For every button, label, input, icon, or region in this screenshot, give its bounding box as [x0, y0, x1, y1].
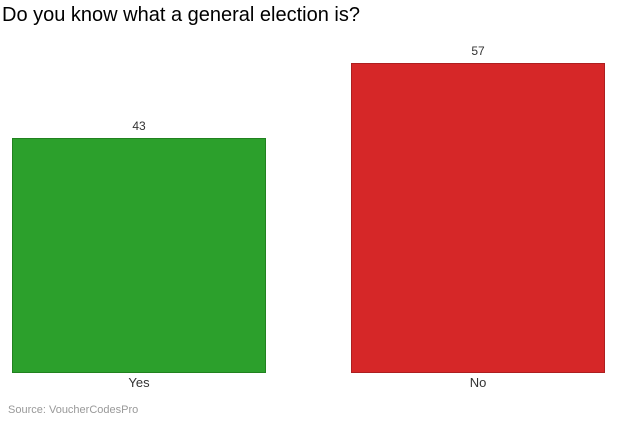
bar-yes	[12, 138, 266, 373]
bar-group-no: 57 No	[351, 44, 605, 390]
bar-no	[351, 63, 605, 373]
source-caption: Source: VoucherCodesPro	[8, 404, 139, 416]
bar-value-label-yes: 43	[132, 119, 146, 133]
bar-category-label-no: No	[469, 375, 487, 390]
bar-group-yes: 43 Yes	[12, 44, 266, 390]
chart-title: Do you know what a general election is?	[2, 4, 360, 26]
bar-category-label-yes: Yes	[128, 375, 150, 390]
bar-value-label-no: 57	[471, 44, 485, 58]
